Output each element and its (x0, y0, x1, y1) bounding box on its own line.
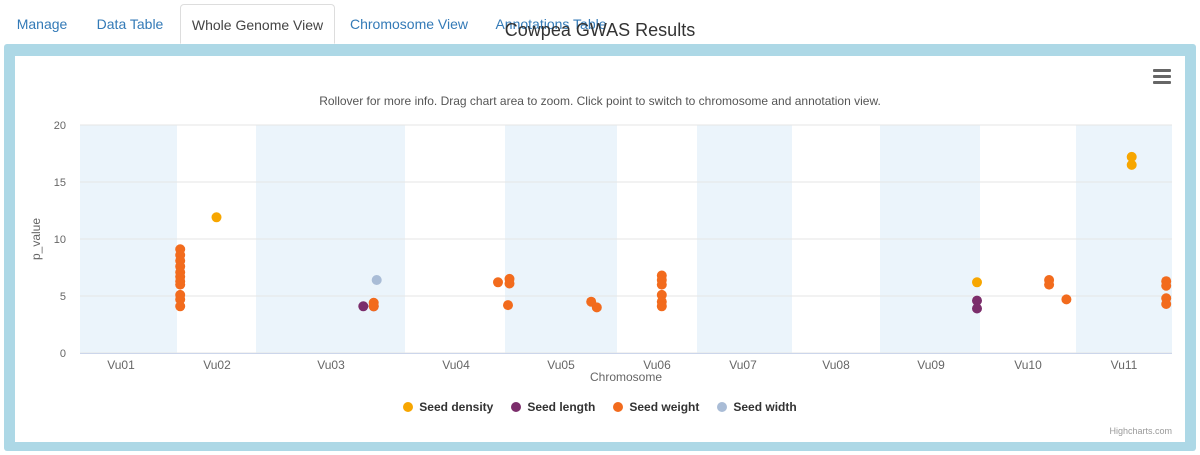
y-tick-label: 5 (60, 291, 66, 303)
y-axis-title: p_value (29, 218, 43, 260)
x-tick-label-vu04: Vu04 (442, 358, 470, 372)
chart-subtitle: Rollover for more info. Drag chart area … (319, 94, 881, 108)
x-tick-label-vu10: Vu10 (1014, 358, 1042, 372)
data-point-seed-weight[interactable] (503, 300, 513, 311)
tab-annotations-table[interactable]: Annotations Table (495, 16, 607, 32)
data-point-seed-width[interactable] (371, 275, 382, 285)
y-tick-label: 20 (54, 120, 66, 132)
data-point-seed-weight[interactable] (504, 278, 515, 289)
x-tick-label-vu08: Vu08 (822, 358, 850, 372)
legend-marker-icon (717, 402, 728, 412)
data-point-seed-weight[interactable] (656, 301, 667, 312)
data-point-seed-weight[interactable] (175, 301, 186, 312)
legend-label: Seed weight (629, 400, 700, 414)
data-point-seed-density[interactable] (1126, 151, 1137, 162)
legend-label: Seed width (733, 400, 797, 414)
data-point-seed-length[interactable] (972, 303, 982, 314)
x-tick-label-vu06: Vu06 (643, 358, 671, 372)
chart-title: Cowpea GWAS Results (504, 20, 696, 40)
legend-item-seed-density[interactable]: Seed density (403, 400, 493, 414)
legend-marker-icon (403, 402, 414, 412)
data-point-seed-weight[interactable] (493, 277, 503, 288)
chart-panel (4, 44, 1196, 451)
hamburger-menu-icon[interactable] (1153, 69, 1171, 85)
y-tick-label: 0 (60, 348, 66, 360)
x-tick-label-vu11: Vu11 (1111, 358, 1138, 372)
x-axis-title: Chromosome (590, 370, 662, 384)
data-point-seed-weight[interactable] (175, 294, 186, 305)
x-tick-label-vu07: Vu07 (729, 358, 757, 372)
legend-item-seed-length[interactable]: Seed length (511, 400, 595, 414)
x-tick-label-vu01: Vu01 (107, 358, 135, 372)
legend-label: Seed density (419, 400, 494, 414)
legend-item-seed-weight[interactable]: Seed weight (613, 400, 699, 414)
tab-bar: Manage Data Table Whole Genome View Chro… (0, 0, 1200, 44)
data-point-seed-length[interactable] (972, 295, 982, 306)
data-point-seed-density[interactable] (1126, 159, 1137, 170)
chart-legend: Seed density Seed length Seed weight Seed w… (0, 400, 1200, 414)
data-point-seed-density[interactable] (972, 277, 982, 288)
data-point-seed-density[interactable] (211, 212, 222, 223)
data-point-seed-weight[interactable] (591, 302, 602, 313)
y-tick-label: 15 (54, 177, 66, 189)
tab-whole-genome-view[interactable]: Whole Genome View (180, 4, 335, 44)
data-point-seed-weight[interactable] (175, 279, 186, 290)
legend-marker-icon (511, 402, 522, 412)
y-tick-label: 10 (54, 234, 66, 246)
data-point-seed-weight[interactable] (1161, 280, 1172, 291)
legend-item-seed-width[interactable]: Seed width (717, 400, 797, 414)
data-point-seed-weight[interactable] (1061, 294, 1072, 305)
x-tick-label-vu03: Vu03 (317, 358, 345, 372)
legend-marker-icon (613, 402, 624, 412)
tab-chromosome-view[interactable]: Chromosome View (349, 16, 468, 32)
x-tick-label-vu05: Vu05 (547, 358, 575, 372)
data-point-seed-length[interactable] (358, 301, 369, 312)
data-point-seed-weight[interactable] (368, 301, 379, 312)
x-tick-label-vu09: Vu09 (917, 358, 945, 372)
x-tick-label-vu02: Vu02 (203, 358, 231, 372)
data-point-seed-weight[interactable] (1161, 299, 1172, 309)
data-point-seed-weight[interactable] (1044, 279, 1055, 290)
highcharts-credits[interactable]: Highcharts.com (1109, 426, 1172, 436)
data-point-seed-weight[interactable] (656, 279, 667, 290)
tab-manage[interactable]: Manage (16, 16, 68, 32)
tab-data-table[interactable]: Data Table (96, 16, 164, 32)
legend-label: Seed length (527, 400, 596, 414)
